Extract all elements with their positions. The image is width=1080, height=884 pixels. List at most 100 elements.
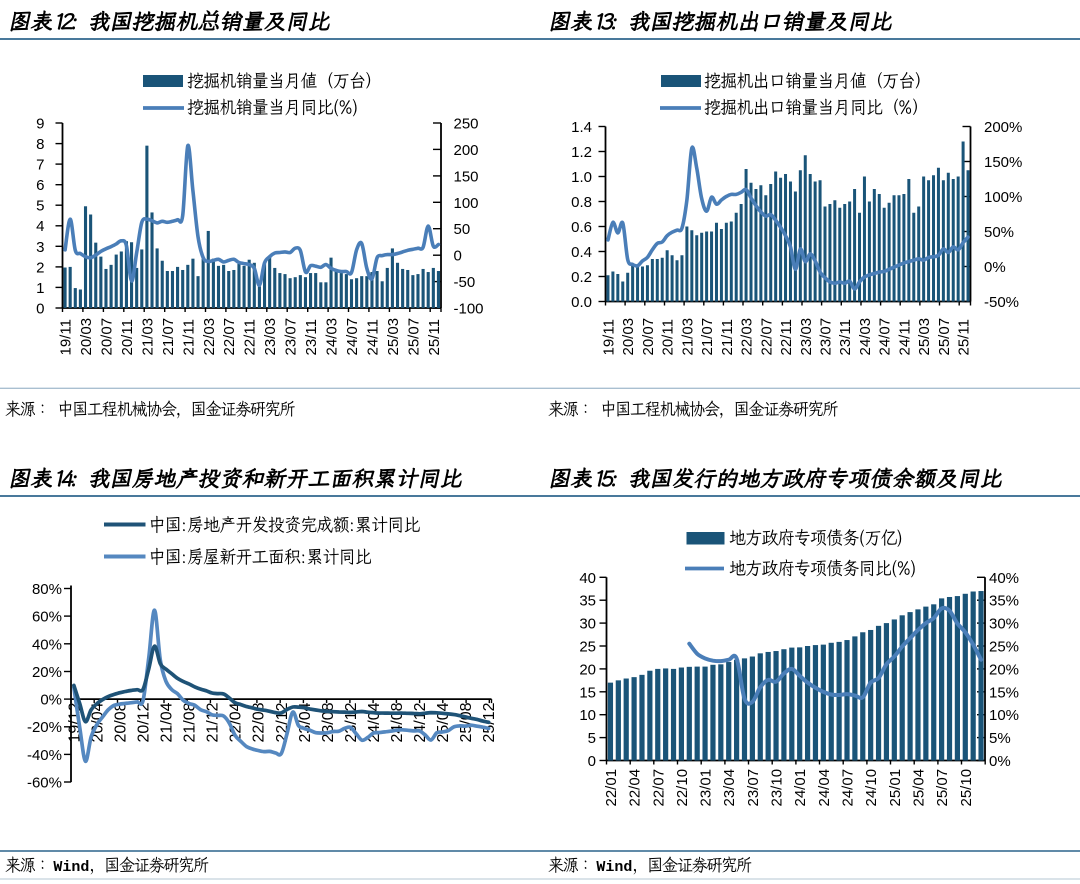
svg-text:20: 20 [579,661,596,678]
svg-text:23/01: 23/01 [698,769,715,807]
svg-text:22/08: 22/08 [251,702,268,742]
svg-text:22/10: 22/10 [674,769,691,807]
svg-text:22/07: 22/07 [221,318,238,356]
svg-text:2: 2 [36,259,44,276]
svg-text:15%: 15% [989,684,1019,701]
svg-text:22/07: 22/07 [758,318,775,356]
svg-text:19/11: 19/11 [601,319,618,355]
svg-text:24/03: 24/03 [324,318,341,356]
svg-text:24/10: 24/10 [863,769,880,807]
svg-text:24/08: 24/08 [389,702,406,742]
svg-text:0: 0 [36,301,44,318]
svg-text:24/03: 24/03 [857,318,874,356]
svg-text:23/07: 23/07 [818,318,835,356]
svg-text:50%: 50% [984,224,1014,241]
svg-text:21/11: 21/11 [719,319,736,355]
svg-text:25/08: 25/08 [458,702,475,742]
svg-text:35: 35 [579,593,596,610]
svg-text:24/01: 24/01 [792,769,809,807]
svg-text:40%: 40% [989,570,1019,587]
svg-text:3: 3 [36,239,44,256]
svg-text:20/03: 20/03 [78,318,95,356]
svg-text:0.4: 0.4 [571,244,592,261]
svg-text:21/04: 21/04 [159,702,176,742]
svg-text:20/12: 20/12 [136,702,153,742]
svg-text:23/04: 23/04 [297,702,314,742]
svg-text:-60%: -60% [27,775,62,792]
svg-text:20/07: 20/07 [640,318,657,356]
svg-text:20/07: 20/07 [99,318,116,356]
svg-text:25%: 25% [989,639,1019,656]
svg-text:25: 25 [579,639,596,656]
svg-text:25/10: 25/10 [958,769,975,807]
svg-text:25/03: 25/03 [385,318,402,356]
svg-text:0.6: 0.6 [571,219,592,236]
svg-text:24/04: 24/04 [816,769,833,807]
svg-text:1: 1 [36,280,44,297]
svg-text:Wind: Wind [596,859,632,876]
svg-text:23/10: 23/10 [769,769,786,807]
svg-text:22/03: 22/03 [739,318,756,356]
svg-text:50: 50 [454,221,471,238]
svg-text:19/11: 19/11 [58,319,75,355]
svg-text:-50%: -50% [984,294,1019,311]
svg-text:23/04: 23/04 [721,769,738,807]
svg-text:-100: -100 [454,301,484,318]
svg-text:25/07: 25/07 [936,318,953,356]
svg-text:21/08: 21/08 [182,702,199,742]
svg-text:9: 9 [36,116,44,133]
svg-text:23/11: 23/11 [303,319,320,355]
svg-text:1.0: 1.0 [571,169,592,186]
svg-text:24/11: 24/11 [364,319,381,355]
svg-text:21/07: 21/07 [699,318,716,356]
svg-text:0%: 0% [984,259,1006,276]
svg-text:25/11: 25/11 [426,319,443,355]
svg-text:0.2: 0.2 [571,269,592,286]
svg-text:25/04: 25/04 [435,702,452,742]
svg-text:10%: 10% [989,707,1019,724]
svg-text:22/03: 22/03 [201,318,218,356]
svg-text:24/07: 24/07 [840,769,857,807]
svg-text:23/11: 23/11 [837,319,854,355]
svg-text:20%: 20% [32,664,62,681]
svg-text:30: 30 [579,616,596,633]
svg-text:0.8: 0.8 [571,194,592,211]
svg-text:25/03: 25/03 [916,318,933,356]
svg-text:250: 250 [454,116,479,133]
svg-text:5%: 5% [989,730,1011,747]
svg-text:23/07: 23/07 [745,769,762,807]
svg-text:1.4: 1.4 [571,119,592,136]
svg-text:35%: 35% [989,593,1019,610]
svg-text:22/04: 22/04 [627,769,644,807]
svg-text:5: 5 [36,198,44,215]
svg-text:1.2: 1.2 [571,144,592,161]
svg-text:200: 200 [454,142,479,159]
svg-text:0.0: 0.0 [571,294,592,311]
svg-text:25/11: 25/11 [956,319,973,355]
svg-text:23/08: 23/08 [320,702,337,742]
svg-text:21/03: 21/03 [139,318,156,356]
svg-text:200%: 200% [984,119,1022,136]
svg-text:0: 0 [454,248,462,265]
svg-text:-40%: -40% [27,747,62,764]
svg-text:25/01: 25/01 [887,769,904,807]
svg-text:21/07: 21/07 [160,318,177,356]
svg-text:15: 15 [579,684,596,701]
svg-text:40%: 40% [32,636,62,653]
svg-text:20/08: 20/08 [113,702,130,742]
svg-text:40: 40 [579,570,596,587]
svg-text:100%: 100% [984,189,1022,206]
svg-text:25/04: 25/04 [911,769,928,807]
svg-text:24/07: 24/07 [877,318,894,356]
svg-text:23/03: 23/03 [262,318,279,356]
svg-text:Wind: Wind [53,859,89,876]
svg-text:25/07: 25/07 [934,769,951,807]
svg-text:22/11: 22/11 [778,319,795,355]
svg-text:24/07: 24/07 [344,318,361,356]
svg-text:20/11: 20/11 [119,319,136,355]
svg-text:23/03: 23/03 [798,318,815,356]
svg-text:0: 0 [588,753,596,770]
svg-text:4: 4 [36,218,44,235]
svg-text:-20%: -20% [27,719,62,736]
svg-text:150: 150 [454,168,479,185]
